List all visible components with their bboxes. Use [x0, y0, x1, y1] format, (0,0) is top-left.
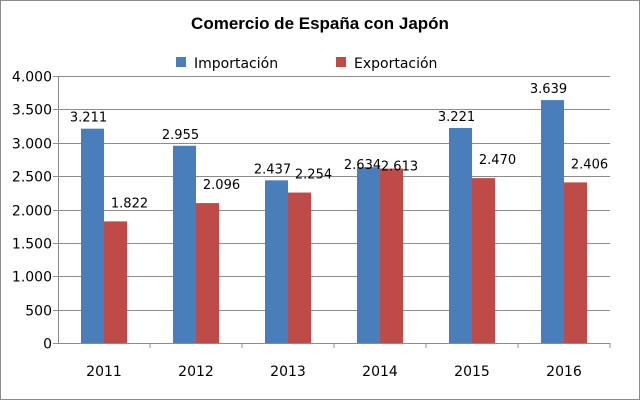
- x-tick-label: 2011: [86, 364, 122, 380]
- exportacion-bar: [288, 192, 311, 343]
- importacion-data-label: 3.221: [438, 110, 475, 125]
- importacion-data-label: 2.437: [254, 162, 291, 177]
- data-labels: 3.211 1.822 2.955 2.096 2.437 2.254 2.634 2.613…: [70, 82, 608, 211]
- y-tick-label: 3.500: [12, 103, 52, 119]
- y-tick-label: 1.000: [12, 270, 52, 286]
- exportacion-data-label: 1.822: [111, 196, 148, 211]
- exportacion-bar: [104, 221, 127, 343]
- importacion-legend-label: Importación: [194, 56, 278, 72]
- importacion-bar: [541, 100, 564, 344]
- importacion-bar: [81, 128, 104, 343]
- exportacion-bar: [472, 178, 495, 343]
- exportacion-bar: [380, 168, 403, 343]
- y-tick-label: 2.500: [12, 170, 52, 186]
- legend: Importación Exportación: [176, 56, 437, 72]
- importacion-bar: [173, 145, 196, 343]
- y-tick-label: 3.000: [12, 137, 52, 153]
- y-tick-label: 0: [43, 337, 52, 353]
- importacion-bar: [449, 127, 472, 343]
- x-tick-label: 2012: [178, 364, 214, 380]
- exportacion-bar: [564, 182, 587, 343]
- axes: [53, 76, 611, 348]
- exportacion-bar: [196, 203, 219, 343]
- exportacion-data-label: 2.470: [479, 153, 516, 168]
- x-tick-label: 2013: [270, 364, 306, 380]
- importacion-bar: [265, 180, 288, 343]
- x-tick-label: 2014: [362, 364, 398, 380]
- x-tick-label: 2016: [546, 364, 582, 380]
- y-tick-labels: 0 500 1.000 1.500 2.000 2.500 3.000 3.500 4.000: [12, 70, 52, 353]
- importacion-data-label: 2.955: [162, 128, 199, 143]
- exportacion-legend-label: Exportación: [354, 56, 437, 72]
- y-tick-label: 500: [25, 304, 52, 320]
- y-tick-label: 1.500: [12, 237, 52, 253]
- y-tick-label: 2.000: [12, 204, 52, 220]
- y-tick-label: 4.000: [12, 70, 52, 86]
- importacion-legend-swatch: [176, 57, 186, 67]
- x-tick-label: 2015: [454, 364, 490, 380]
- importacion-bar: [357, 167, 380, 343]
- importacion-data-label: 3.639: [530, 82, 567, 97]
- bars: [81, 100, 587, 344]
- x-tick-labels: 2011 2012 2013 2014 2015 2016: [86, 364, 582, 380]
- importacion-data-label: 2.634: [344, 158, 381, 173]
- exportacion-data-label: 2.406: [571, 157, 608, 172]
- exportacion-legend-swatch: [336, 57, 346, 67]
- importacion-data-label: 3.211: [70, 111, 107, 126]
- chart-title: Comercio de España con Japón: [191, 14, 449, 33]
- exportacion-data-label: 2.613: [381, 160, 418, 175]
- exportacion-data-label: 2.254: [295, 168, 332, 183]
- exportacion-data-label: 2.096: [203, 178, 240, 193]
